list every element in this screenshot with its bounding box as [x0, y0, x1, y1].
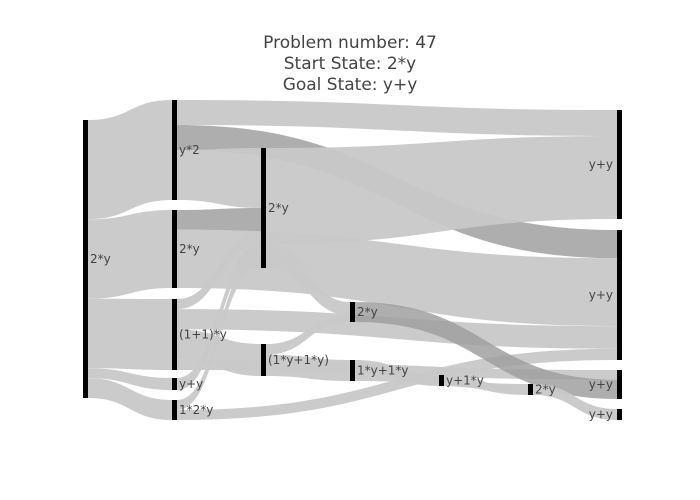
links-layer: [88, 100, 617, 420]
node-n10: [439, 375, 444, 386]
link-n1-n6: [177, 148, 261, 208]
node-n12: [617, 110, 622, 219]
link-n0-n5: [88, 378, 172, 420]
node-n3: [172, 299, 177, 370]
node-n14: [617, 370, 622, 399]
node-label-n7: (1*y+1*y): [268, 353, 329, 367]
link-n3-n13: [177, 309, 617, 349]
link-n6-n12: [266, 135, 617, 244]
node-n9: [350, 360, 355, 381]
node-label-n13: y+y: [589, 288, 613, 302]
node-label-n12: y+y: [589, 158, 613, 172]
node-n6: [261, 148, 266, 268]
node-label-n3: (1+1)*y: [179, 328, 227, 342]
node-label-n1: y*2: [179, 143, 200, 157]
node-label-n14: y+y: [589, 378, 613, 392]
title-start-state: Start State: 2*y: [283, 54, 417, 74]
node-n4: [172, 378, 177, 390]
link-n3-n6: [177, 232, 261, 310]
node-n15: [617, 409, 622, 420]
node-label-n11: 2*y: [535, 383, 556, 397]
link-n7-n9: [266, 354, 350, 381]
link-n0-n2: [88, 210, 172, 299]
node-n1: [172, 100, 177, 200]
link-n5-n6: [177, 256, 261, 410]
link-n5-n13: [177, 348, 617, 420]
node-label-n6: 2*y: [268, 201, 289, 215]
link-n4-n6: [177, 244, 261, 390]
node-label-n4: y+y: [179, 377, 203, 391]
node-n11: [528, 384, 533, 395]
link-n0-n1: [88, 100, 172, 220]
link-n11-n15: [533, 384, 617, 420]
link-n2-n6: [177, 208, 261, 232]
link-n7-n8: [266, 315, 350, 355]
node-label-n10: y+1*y: [446, 374, 484, 388]
link-n0-n3: [88, 298, 172, 370]
link-n6-n8: [266, 244, 350, 316]
node-label-n2: 2*y: [179, 242, 200, 256]
node-label-n5: 1*2*y: [179, 403, 213, 417]
node-n8: [350, 302, 355, 322]
node-label-n0: 2*y: [90, 252, 111, 266]
node-n13: [617, 230, 622, 360]
link-n0-n4: [88, 368, 172, 390]
node-n5: [172, 400, 177, 420]
title-problem-number: Problem number: 47: [263, 33, 437, 53]
node-label-n15: y+y: [589, 408, 613, 422]
node-label-n9: 1*y+1*y: [357, 364, 409, 378]
link-n1-n12: [177, 100, 617, 136]
nodes-layer: [83, 100, 622, 420]
node-label-n8: 2*y: [357, 305, 378, 319]
link-n10-n11: [444, 375, 528, 395]
node-n0: [83, 120, 88, 398]
chart-title: Problem number: 47 Start State: 2*y Goal…: [0, 33, 700, 96]
link-n8-n14: [355, 302, 617, 399]
labels-layer: 2*y y*2 2*y (1+1)*y y+y 1*2*y 2*y (1*y+1*y) 2*y 1…: [90, 143, 613, 422]
node-n7: [261, 344, 266, 376]
node-n2: [172, 210, 177, 288]
title-goal-state: Goal State: y+y: [282, 75, 418, 95]
